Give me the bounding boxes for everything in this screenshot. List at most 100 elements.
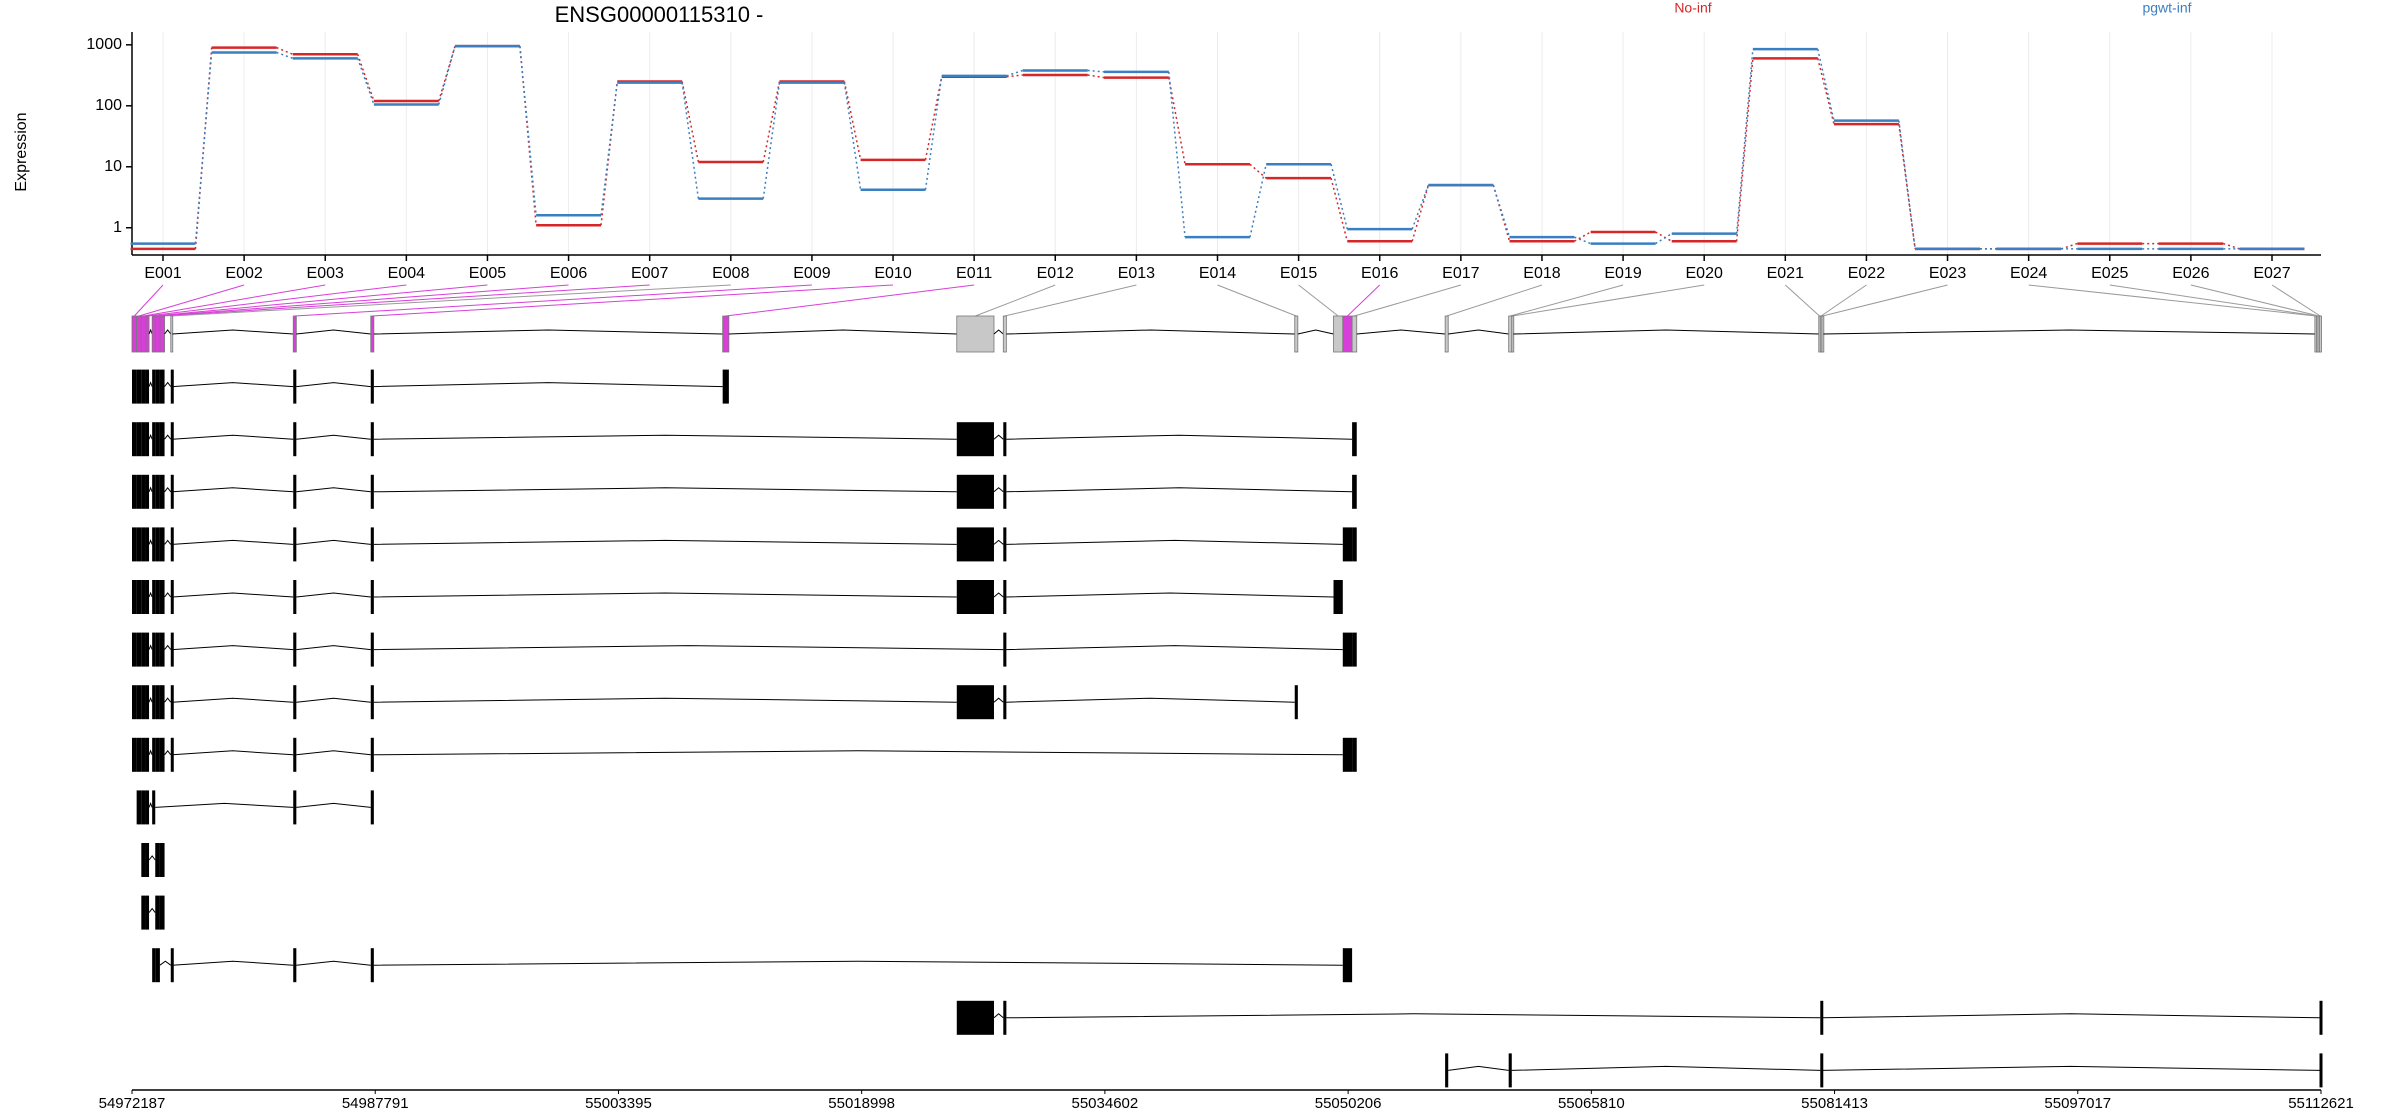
transcript-exon <box>136 580 142 614</box>
transcript-exon <box>159 369 165 404</box>
exon-connector <box>1298 284 1339 317</box>
connector <box>1411 184 1430 242</box>
x-tick-label: E019 <box>1604 265 1641 282</box>
intron <box>373 329 723 335</box>
transcript-exon <box>155 580 160 614</box>
transcript-exon <box>370 685 374 720</box>
exon <box>159 315 165 353</box>
transcript-exon <box>145 422 150 457</box>
y-tick-label: 100 <box>95 97 122 114</box>
transcript-exon <box>152 474 156 509</box>
transcript-exon <box>1352 474 1357 509</box>
connector <box>1817 48 1835 121</box>
intron <box>172 329 294 335</box>
exon <box>151 315 156 353</box>
transcript-exon <box>141 527 146 562</box>
exon-connector <box>138 284 245 317</box>
transcript-exon <box>956 1000 994 1035</box>
exon <box>1351 315 1358 353</box>
transcript-exon <box>152 369 156 404</box>
intron <box>373 697 957 703</box>
transcript-exon <box>170 580 174 614</box>
exon-connector <box>153 284 488 317</box>
connector <box>762 81 781 163</box>
x-tick-label: E009 <box>793 265 830 282</box>
transcript-exon <box>2319 1053 2323 1088</box>
x-tick-label: E005 <box>469 265 506 282</box>
exon-connector <box>2028 284 2316 317</box>
transcript-exon <box>145 790 150 825</box>
exon-connector <box>2271 284 2321 317</box>
connector <box>1898 120 1916 249</box>
transcript-exon <box>293 685 297 720</box>
x-tick-label: E013 <box>1118 265 1155 282</box>
transcript-exon <box>141 895 146 930</box>
transcript-exon <box>136 422 142 457</box>
transcript-exon <box>152 527 156 562</box>
intron <box>172 592 294 598</box>
transcript-exon <box>152 632 156 667</box>
x-tick-label: E001 <box>144 265 181 282</box>
transcript-exon <box>1342 737 1353 772</box>
transcript-exon <box>136 369 142 404</box>
connector <box>843 82 862 190</box>
exon-connector <box>294 284 812 317</box>
intron <box>148 855 156 861</box>
connector <box>1087 69 1105 73</box>
intron <box>172 960 294 966</box>
genome-tick-label: 55112621 <box>2288 1095 2354 1112</box>
exon-connector <box>1820 284 1867 317</box>
intron <box>296 382 371 388</box>
transcript-exon <box>1342 632 1353 667</box>
intron <box>373 382 723 388</box>
connector <box>681 81 700 163</box>
exon <box>154 315 161 353</box>
transcript-exon <box>1003 1000 1007 1035</box>
intron <box>1006 592 1334 598</box>
intron <box>1006 487 1353 493</box>
intron <box>164 644 172 650</box>
connector <box>1574 236 1591 245</box>
x-tick-label: E012 <box>1037 265 1074 282</box>
intron <box>993 592 1004 598</box>
intron <box>1006 1013 1821 1019</box>
exon <box>1294 315 1299 353</box>
intron <box>1356 329 1446 335</box>
connector <box>1087 74 1105 79</box>
transcript-exon <box>155 632 160 667</box>
exon <box>722 315 730 353</box>
x-tick-label: E024 <box>2010 265 2047 282</box>
intron <box>155 802 294 808</box>
intron <box>1006 697 1295 703</box>
exon-connector <box>171 284 731 317</box>
transcript-exon <box>722 369 729 404</box>
intron <box>148 539 153 545</box>
exon <box>370 315 375 353</box>
intron <box>148 802 153 808</box>
intron <box>296 592 371 598</box>
transcript-exon <box>1342 527 1353 562</box>
transcript-exon <box>293 580 297 614</box>
transcript-exon <box>155 737 160 772</box>
transcript-exon <box>2319 1000 2323 1035</box>
intron <box>172 539 294 545</box>
intron <box>373 539 957 545</box>
intron <box>148 381 153 387</box>
transcript-exon <box>1352 422 1357 457</box>
connector <box>1655 231 1673 242</box>
intron <box>296 434 371 440</box>
transcript-exon <box>956 580 994 614</box>
x-tick-label: E014 <box>1199 265 1236 282</box>
transcript-exon <box>1352 527 1357 562</box>
intron <box>148 696 153 703</box>
connector <box>1249 164 1267 238</box>
connector <box>1249 163 1267 179</box>
transcript-exon <box>370 369 374 404</box>
transcript-exon <box>956 474 994 509</box>
x-tick-label: E022 <box>1848 265 1885 282</box>
transcript-exon <box>170 422 174 457</box>
transcript-exon <box>293 632 297 667</box>
transcript-exon <box>152 580 156 614</box>
intron <box>148 907 156 913</box>
